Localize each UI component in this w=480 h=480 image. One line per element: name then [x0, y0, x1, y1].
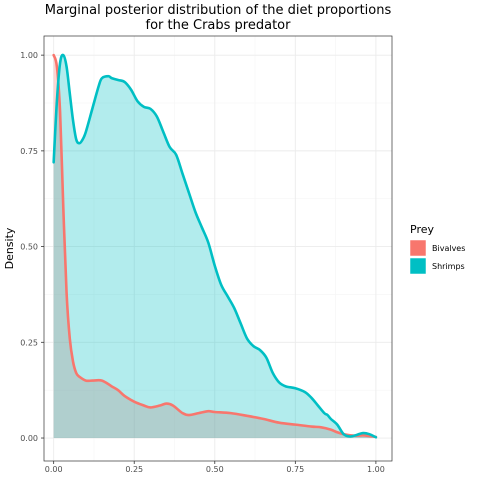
- x-tick-label: 0.00: [45, 465, 63, 474]
- y-tick-label: 0.75: [20, 147, 38, 156]
- plot-panel-border: [43, 35, 393, 462]
- x-tick-label: 0.25: [125, 465, 143, 474]
- density-lines: [52, 53, 378, 439]
- bivalves-density-line: [52, 53, 378, 439]
- chart-title-line: for the Crabs predator: [146, 18, 292, 33]
- chart-title-text: Marginal posterior distribution of the d…: [45, 3, 392, 33]
- shrimps-density-line: [52, 53, 378, 439]
- y-axis-title: Density: [3, 227, 16, 269]
- bivalves-legend-key: [409, 239, 427, 257]
- x-tick-label: 0.75: [286, 465, 304, 474]
- bivalves-density-area: [53, 55, 376, 439]
- shrimps-legend-label: Shrimps: [432, 262, 465, 271]
- y-tick-label: 0.50: [20, 243, 38, 252]
- gridlines: [44, 36, 392, 461]
- legend: Prey Bivalves Shrimps: [409, 223, 465, 275]
- shrimps-legend-key: [409, 257, 427, 275]
- y-axis-ticks: 0.00 0.25 0.50 0.75 1.00: [20, 51, 44, 443]
- shrimps-density-area: [53, 54, 376, 439]
- y-tick-label: 0.25: [20, 338, 38, 347]
- chart-title-line: Marginal posterior distribution of the d…: [45, 3, 392, 18]
- x-tick-label: 0.50: [206, 465, 224, 474]
- density-areas: [53, 54, 376, 439]
- y-tick-label: 0.00: [20, 434, 38, 443]
- bivalves-legend-label: Bivalves: [432, 244, 465, 253]
- x-tick-label: 1.00: [367, 465, 385, 474]
- y-tick-label: 1.00: [20, 51, 38, 60]
- x-axis-ticks: 0.00 0.25 0.50 0.75 1.00: [45, 461, 385, 474]
- chart-title: Marginal posterior distribution of the d…: [45, 3, 392, 33]
- legend-title: Prey: [410, 223, 434, 236]
